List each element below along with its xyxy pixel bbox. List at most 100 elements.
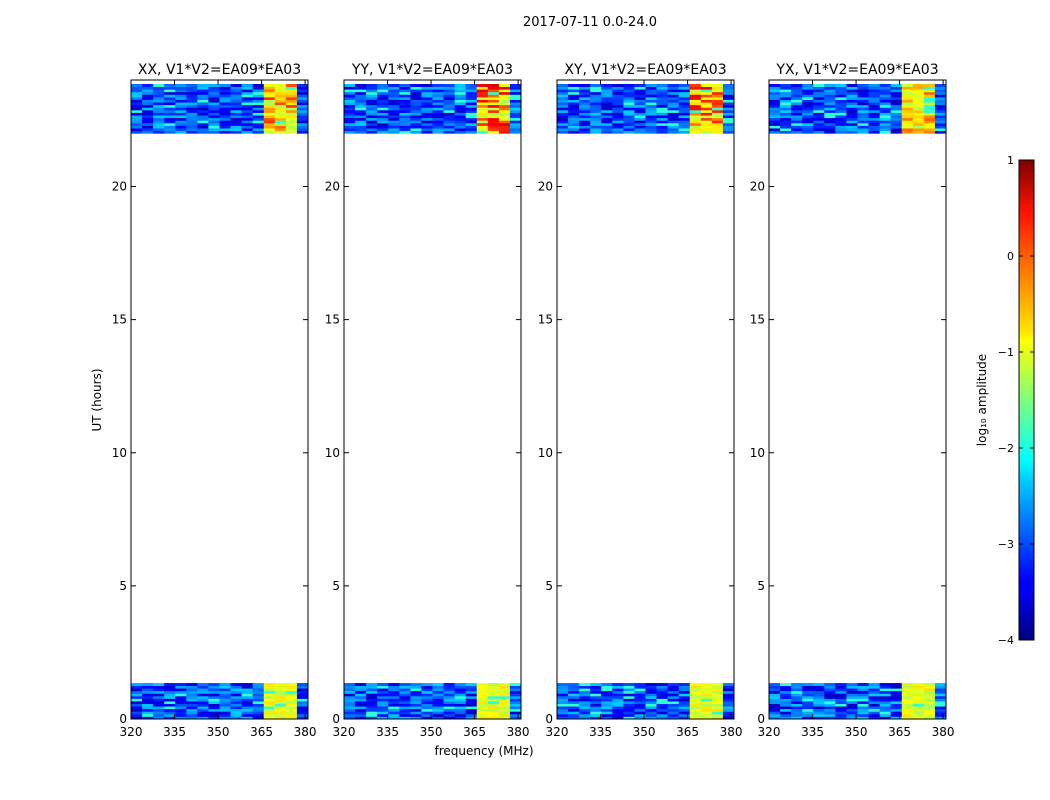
colorbar-tick-label: −1 xyxy=(998,346,1014,359)
heatmap-cell xyxy=(601,107,613,111)
heatmap-cell xyxy=(711,703,724,707)
heatmap-cell xyxy=(722,115,735,119)
heatmap-cell xyxy=(421,91,433,95)
heatmap-cell xyxy=(769,102,781,106)
heatmap-cell xyxy=(868,716,881,720)
heatmap-cell xyxy=(219,120,231,124)
heatmap-cell xyxy=(568,693,580,697)
heatmap-cell xyxy=(175,112,187,116)
heatmap-cell xyxy=(219,688,231,692)
heatmap-cell xyxy=(432,716,444,720)
heatmap-cell xyxy=(252,706,265,710)
heatmap-cell xyxy=(230,94,243,98)
heatmap-cell xyxy=(824,706,836,710)
heatmap-cell xyxy=(285,128,298,132)
heatmap-cell xyxy=(857,693,869,697)
heatmap-cell xyxy=(219,128,231,132)
heatmap-cell xyxy=(656,120,669,124)
heatmap-cell xyxy=(923,693,936,697)
heatmap-cell xyxy=(923,698,936,702)
heatmap-cell xyxy=(689,115,702,119)
heatmap-cell xyxy=(780,713,792,717)
heatmap-cell xyxy=(186,120,198,124)
heatmap-cell xyxy=(186,713,198,717)
colorbar-tick-label: −2 xyxy=(998,442,1014,455)
heatmap-cell xyxy=(219,698,231,702)
heatmap-cell xyxy=(487,83,500,87)
heatmap-cell xyxy=(197,83,209,87)
heatmap-cell xyxy=(857,708,869,712)
heatmap-cell xyxy=(197,120,209,124)
heatmap-cell xyxy=(711,99,724,103)
heatmap-cell xyxy=(780,130,792,134)
heatmap-cell xyxy=(901,112,914,116)
heatmap-cell xyxy=(142,99,154,103)
heatmap-cell xyxy=(901,109,914,113)
heatmap-cell xyxy=(432,685,444,689)
heatmap-cell xyxy=(388,86,400,90)
x-tick-label: 320 xyxy=(546,725,569,739)
heatmap-cell xyxy=(230,706,243,710)
heatmap-cell xyxy=(153,112,165,116)
heatmap-cell xyxy=(791,115,803,119)
heatmap-cell xyxy=(667,109,680,113)
heatmap-cell xyxy=(285,708,298,712)
heatmap-cell xyxy=(344,690,356,694)
heatmap-cell xyxy=(388,716,400,720)
y-tick-label: 0 xyxy=(119,712,127,726)
heatmap-cell xyxy=(241,130,254,134)
heatmap-cell xyxy=(791,102,803,106)
heatmap-cell xyxy=(857,703,869,707)
heatmap-cell xyxy=(219,96,231,100)
heatmap-cell xyxy=(487,706,500,710)
heatmap-cell xyxy=(296,115,309,119)
heatmap-cell xyxy=(813,695,825,699)
heatmap-cell xyxy=(923,112,936,116)
heatmap-cell xyxy=(454,115,467,119)
heatmap-cell xyxy=(813,693,825,697)
heatmap-cell xyxy=(465,89,478,93)
heatmap-cell xyxy=(722,128,735,132)
heatmap-cell xyxy=(901,115,914,119)
heatmap-cell xyxy=(824,104,836,108)
heatmap-cell xyxy=(791,96,803,100)
heatmap-cell xyxy=(355,688,367,692)
heatmap-cell xyxy=(934,130,947,134)
heatmap-cell xyxy=(590,89,602,93)
heatmap-cell xyxy=(366,683,378,687)
heatmap-cell xyxy=(879,698,892,702)
heatmap-cell xyxy=(557,96,569,100)
heatmap-cell xyxy=(700,713,713,717)
heatmap-cell xyxy=(377,685,389,689)
heatmap-cell xyxy=(186,683,198,687)
heatmap-cell xyxy=(285,120,298,124)
heatmap-cell xyxy=(857,125,869,129)
heatmap-cell xyxy=(568,125,580,129)
heatmap-cell xyxy=(241,690,254,694)
heatmap-cell xyxy=(454,698,467,702)
heatmap-cell xyxy=(923,89,936,93)
heatmap-cell xyxy=(432,89,444,93)
heatmap-cell xyxy=(263,83,276,87)
heatmap-cell xyxy=(421,128,433,132)
heatmap-cell xyxy=(208,112,220,116)
heatmap-cell xyxy=(868,708,881,712)
heatmap-cell xyxy=(421,120,433,124)
heatmap-cell xyxy=(901,698,914,702)
heatmap-cell xyxy=(912,86,925,90)
heatmap-cell xyxy=(432,104,444,108)
panel-title: XX, V1*V2=EA09*EA03 xyxy=(138,62,301,78)
heatmap-cell xyxy=(656,685,669,689)
heatmap-cell xyxy=(366,130,378,134)
heatmap-cell xyxy=(263,128,276,132)
heatmap-cell xyxy=(678,683,691,687)
heatmap-cell xyxy=(164,94,176,98)
heatmap-cell xyxy=(344,695,356,699)
heatmap-cell xyxy=(857,96,869,100)
heatmap-cell xyxy=(879,122,892,126)
heatmap-cell xyxy=(557,693,569,697)
heatmap-cell xyxy=(230,91,243,95)
heatmap-cell xyxy=(285,99,298,103)
heatmap-cell xyxy=(344,96,356,100)
heatmap-cell xyxy=(487,685,500,689)
